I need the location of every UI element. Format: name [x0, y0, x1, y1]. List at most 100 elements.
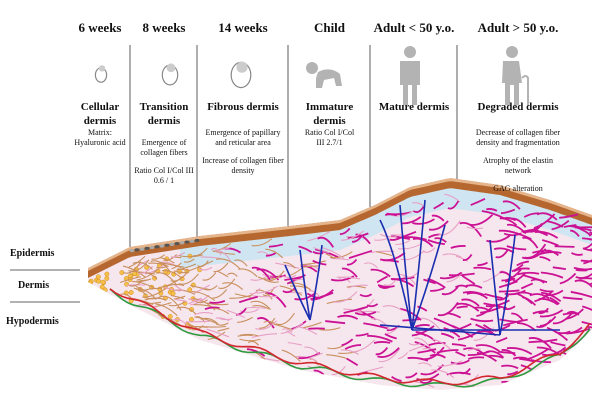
epidermal-cell [144, 246, 150, 250]
fiber [401, 216, 422, 225]
fiber [289, 282, 312, 291]
note: Ratio Col I/Col III 2.7/1 [304, 128, 355, 147]
fiber [246, 348, 266, 357]
note: GAG alteration [493, 184, 543, 193]
fiber [408, 342, 421, 346]
fiber [240, 308, 259, 313]
fiber [486, 208, 498, 212]
fiber [430, 287, 445, 292]
fiber [500, 208, 516, 215]
fiber [511, 312, 524, 322]
fiber [194, 312, 214, 316]
fiber [470, 197, 486, 206]
fiber [244, 306, 266, 309]
fiber [517, 271, 540, 276]
fiber [367, 334, 393, 343]
fiber [302, 321, 322, 329]
fiber [217, 327, 230, 332]
fiber [530, 278, 545, 284]
skin-band [180, 186, 592, 270]
cell [88, 280, 93, 286]
baby-body [316, 69, 342, 88]
fiber [175, 298, 187, 302]
epidermal-cell [189, 239, 195, 243]
fiber [213, 262, 229, 273]
cell [99, 284, 105, 290]
fiber [283, 262, 296, 269]
fiber [450, 359, 470, 365]
fiber [370, 268, 391, 278]
fiber [330, 275, 355, 282]
fiber [195, 299, 208, 304]
embryo-head [236, 61, 248, 73]
fiber [412, 237, 434, 248]
fiber [504, 216, 517, 222]
fiber [516, 292, 533, 305]
fiber [220, 246, 232, 251]
fiber [339, 227, 351, 236]
fiber [351, 234, 364, 243]
fiber [281, 349, 301, 362]
fiber [176, 306, 197, 315]
fiber [275, 312, 295, 326]
fiber [144, 287, 162, 291]
fiber [334, 291, 358, 303]
fiber [190, 294, 210, 306]
embryo-head [98, 65, 106, 72]
fiber [528, 337, 552, 350]
fiber [185, 320, 210, 323]
fiber [268, 243, 284, 248]
fiber [204, 306, 220, 311]
fiber [218, 278, 236, 289]
blood-vessel [399, 204, 413, 331]
fiber [298, 245, 313, 254]
epidermal-cell [159, 244, 165, 248]
fiber [434, 237, 447, 243]
fiber [159, 295, 182, 311]
fiber [539, 288, 554, 293]
fiber [237, 334, 253, 337]
fiber [511, 263, 524, 273]
fiber [371, 318, 391, 331]
fiber [173, 295, 186, 300]
fiber [552, 311, 574, 325]
epidermal-cell [194, 238, 200, 243]
fiber [183, 258, 195, 263]
fiber [455, 302, 480, 312]
fiber [374, 237, 389, 241]
stage-age: 14 weeks [218, 20, 268, 35]
fiber [481, 210, 506, 220]
fiber [423, 278, 436, 285]
fiber [462, 254, 473, 262]
fiber [573, 265, 592, 271]
stage-age: Child [313, 20, 346, 35]
fiber [397, 352, 408, 360]
fiber [382, 305, 402, 311]
stage-title: Mature dermis [378, 101, 450, 113]
fiber [414, 337, 432, 349]
fiber [159, 257, 175, 264]
fiber [461, 298, 480, 307]
fiber [229, 294, 254, 299]
fiber [188, 298, 205, 305]
fiber [431, 369, 455, 379]
fiber [457, 330, 481, 341]
fiber [562, 296, 583, 301]
fiber [275, 262, 300, 269]
fiber [523, 212, 539, 218]
fiber [506, 347, 533, 355]
fiber [538, 307, 549, 315]
fiber [256, 317, 275, 329]
fiber [417, 305, 428, 312]
fiber [251, 238, 273, 247]
fiber [304, 346, 320, 355]
stage-title: Immature dermis [305, 101, 354, 127]
fiber [550, 341, 566, 347]
cell [189, 317, 194, 322]
fiber [321, 246, 345, 259]
fiber [375, 346, 389, 356]
fiber [260, 357, 280, 362]
cell [96, 278, 102, 284]
fiber [455, 350, 466, 357]
